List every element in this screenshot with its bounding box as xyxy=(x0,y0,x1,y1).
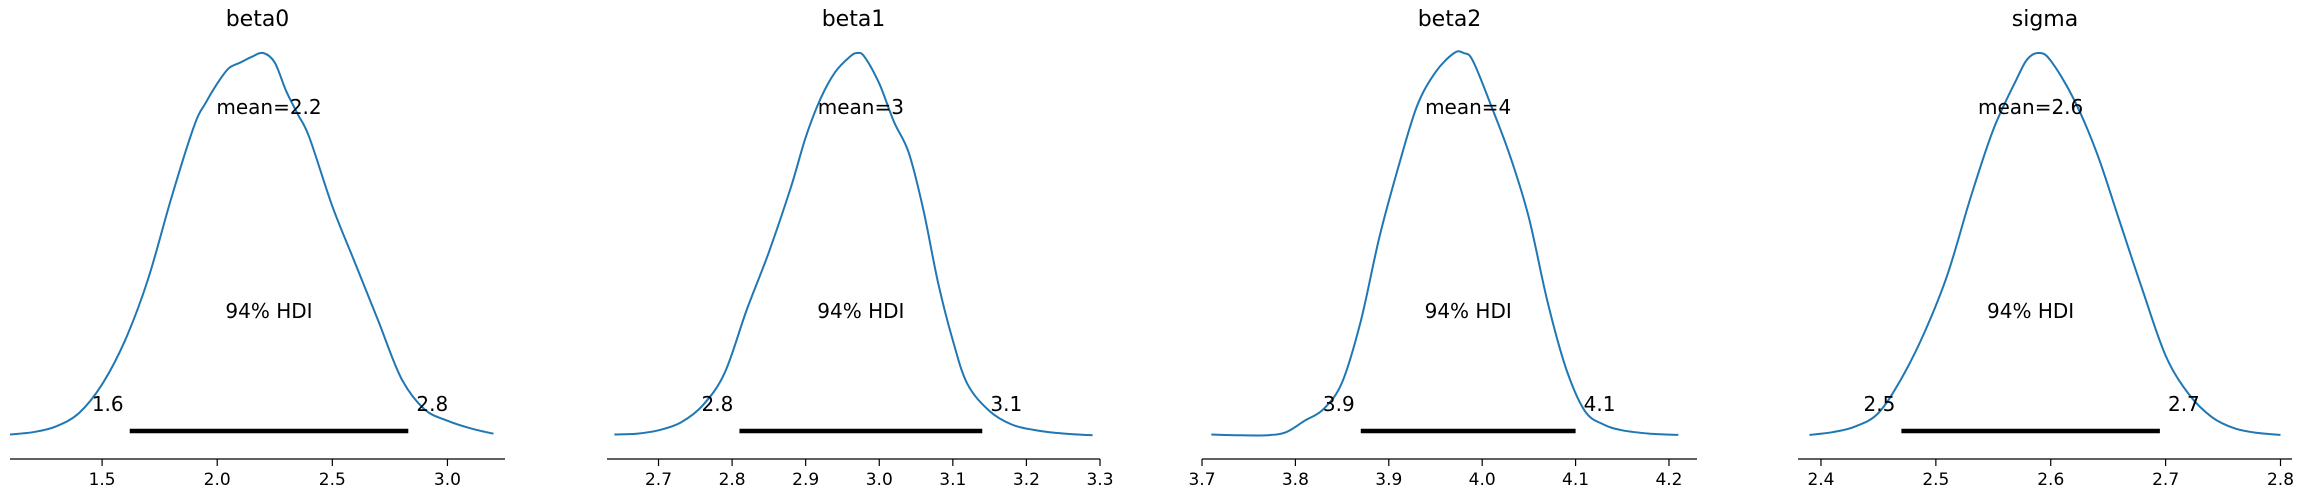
x-tick-label: 2.5 xyxy=(1922,470,1949,490)
panel-sigma: sigma 2.4 2.5 2.6 2.7 2.8 2.5 2.7 mean=2.6 94% HD… xyxy=(1798,7,2294,490)
x-tick-label: 1.5 xyxy=(89,470,116,490)
panel-title: beta1 xyxy=(822,7,886,32)
hdi-high-label: 2.8 xyxy=(416,392,448,416)
x-tick-label: 4.1 xyxy=(1562,470,1589,490)
panel-title: beta0 xyxy=(226,7,290,32)
mean-label: mean=2.2 xyxy=(216,95,321,119)
x-tick-label: 4.0 xyxy=(1469,470,1496,490)
x-tick-label: 2.4 xyxy=(1807,470,1834,490)
panel-title: beta2 xyxy=(1418,7,1482,32)
density-curve xyxy=(1211,50,1679,437)
hdi-low-label: 2.5 xyxy=(1863,392,1895,416)
x-tick-label: 3.0 xyxy=(434,470,461,490)
density-curve xyxy=(9,51,494,436)
panel-beta1: beta1 2.7 2.8 2.9 3.0 3.1 3.2 3.3 2.8 3.1 mean=3 94… xyxy=(607,7,1114,490)
density-curve xyxy=(1809,51,2281,436)
hdi-high-label: 4.1 xyxy=(1584,392,1616,416)
x-tick-label: 3.9 xyxy=(1375,470,1402,490)
x-tick-label: 4.2 xyxy=(1655,470,1682,490)
x-tick-label: 3.3 xyxy=(1086,470,1113,490)
hdi-label: 94% HDI xyxy=(225,299,312,323)
hdi-label: 94% HDI xyxy=(817,299,904,323)
panel-beta2: beta2 3.7 3.8 3.9 4.0 4.1 4.2 3.9 4.1 mean=4 94% H… xyxy=(1188,7,1697,490)
x-tick-label: 2.5 xyxy=(319,470,346,490)
hdi-high-label: 2.7 xyxy=(2168,392,2200,416)
x-tick-label: 2.8 xyxy=(2267,470,2294,490)
x-tick-label: 2.6 xyxy=(2037,470,2064,490)
panel-beta0: beta0 1.5 2.0 2.5 3.0 1.6 2.8 mean=2.2 94% HDI xyxy=(9,7,505,490)
hdi-low-label: 3.9 xyxy=(1323,392,1355,416)
x-tick-label: 2.8 xyxy=(719,470,746,490)
x-tick-label: 2.9 xyxy=(792,470,819,490)
hdi-low-label: 2.8 xyxy=(702,392,734,416)
hdi-label: 94% HDI xyxy=(1425,299,1512,323)
mean-label: mean=3 xyxy=(818,95,904,119)
hdi-low-label: 1.6 xyxy=(92,392,124,416)
x-tick-label: 3.0 xyxy=(866,470,893,490)
x-tick-label: 2.7 xyxy=(2152,470,2179,490)
x-tick-label: 3.1 xyxy=(939,470,966,490)
hdi-high-label: 3.1 xyxy=(990,392,1022,416)
x-tick-label: 3.2 xyxy=(1013,470,1040,490)
x-tick-label: 3.8 xyxy=(1282,470,1309,490)
x-tick-label: 3.7 xyxy=(1188,470,1215,490)
x-tick-label: 2.7 xyxy=(645,470,672,490)
mean-label: mean=4 xyxy=(1425,95,1511,119)
density-curve xyxy=(614,51,1093,437)
hdi-label: 94% HDI xyxy=(1987,299,2074,323)
panel-title: sigma xyxy=(2012,7,2078,32)
x-tick-label: 2.0 xyxy=(204,470,231,490)
mean-label: mean=2.6 xyxy=(1978,95,2083,119)
